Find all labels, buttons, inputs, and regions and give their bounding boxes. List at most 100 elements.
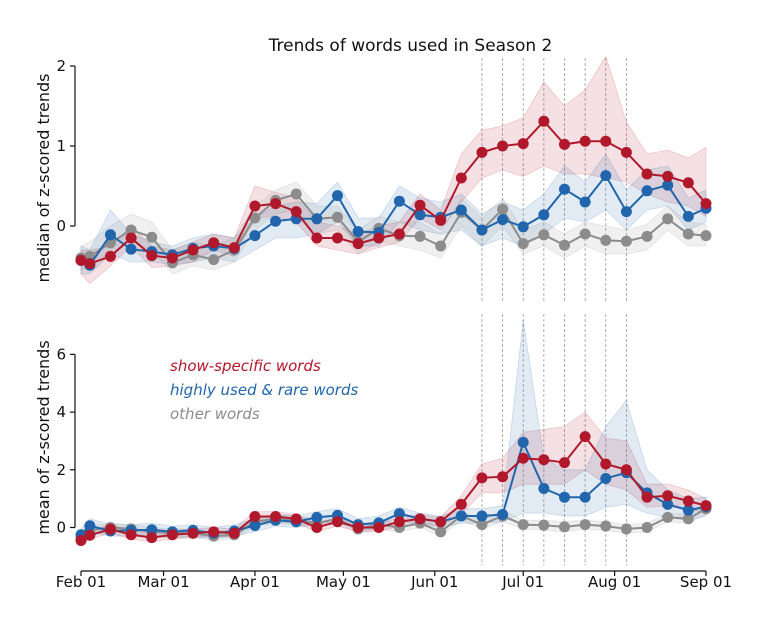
other-data-point xyxy=(538,519,550,531)
show-data-point xyxy=(104,250,116,262)
show-data-point xyxy=(700,198,712,210)
show-data-point xyxy=(476,472,488,484)
high-data-point xyxy=(517,221,529,233)
show-data-point xyxy=(600,135,612,147)
show-data-point xyxy=(620,464,632,476)
high-data-point xyxy=(84,520,96,532)
other-data-point xyxy=(517,519,529,531)
show-data-point xyxy=(682,177,694,189)
show-data-point xyxy=(249,511,261,523)
other-data-point xyxy=(435,240,447,252)
high-data-point xyxy=(497,214,509,226)
show-data-point xyxy=(166,252,178,264)
show-data-point xyxy=(517,138,529,150)
show-data-point xyxy=(476,146,488,158)
show-data-point xyxy=(187,527,199,539)
x-tick-label: Jul 01 xyxy=(501,573,544,591)
high-data-point xyxy=(414,209,426,221)
high-data-point xyxy=(558,183,570,195)
show-data-point xyxy=(682,495,694,507)
other-data-point xyxy=(538,229,550,241)
other-data-point xyxy=(125,224,137,236)
show-data-point xyxy=(84,258,96,270)
high-data-point xyxy=(455,510,467,522)
show-data-point xyxy=(125,232,137,244)
other-data-point xyxy=(600,234,612,246)
other-data-point xyxy=(146,231,158,243)
other-data-point xyxy=(579,519,591,531)
show-data-point xyxy=(455,172,467,184)
high-data-point xyxy=(682,210,694,222)
high-data-point xyxy=(249,519,261,531)
show-data-point xyxy=(373,521,385,533)
high-data-point xyxy=(620,206,632,218)
y-tick-label: 0 xyxy=(56,518,66,536)
x-tick-label: Jun 01 xyxy=(410,573,458,591)
high-data-point xyxy=(579,196,591,208)
show-data-point xyxy=(641,491,653,503)
show-data-point xyxy=(538,454,550,466)
show-data-point xyxy=(166,529,178,541)
show-data-point xyxy=(125,529,137,541)
high-band xyxy=(80,319,707,542)
other-data-point xyxy=(208,254,220,266)
show-data-point xyxy=(620,146,632,158)
other-data-point xyxy=(476,519,488,531)
y-axis-label: mean of z-scored trends xyxy=(34,340,53,534)
high-data-point xyxy=(146,524,158,536)
other-data-point xyxy=(620,235,632,247)
high-data-point xyxy=(270,215,282,227)
other-data-point xyxy=(700,230,712,242)
show-data-point xyxy=(373,232,385,244)
y-tick-label: 0 xyxy=(56,217,66,235)
show-data-point xyxy=(662,490,674,502)
high-data-point xyxy=(311,213,323,225)
y-tick-label: 2 xyxy=(56,57,66,75)
high-data-point xyxy=(104,229,116,241)
other-data-point xyxy=(662,213,674,225)
show-data-point xyxy=(187,244,199,256)
x-tick-label: Apr 01 xyxy=(230,573,280,591)
high-data-point xyxy=(558,491,570,503)
high-data-point xyxy=(497,509,509,521)
other-data-point xyxy=(249,212,261,224)
other-data-point xyxy=(682,228,694,240)
high-data-point xyxy=(311,511,323,523)
show-data-point xyxy=(435,214,447,226)
legend-entry-other: other words xyxy=(170,405,260,423)
legend-entry-high: highly used & rare words xyxy=(170,381,358,399)
other-data-point xyxy=(558,239,570,251)
show-data-point xyxy=(579,431,591,443)
show-data-point xyxy=(228,242,240,254)
show-data-point xyxy=(517,452,529,464)
show-data-point xyxy=(208,526,220,538)
high-data-point xyxy=(476,224,488,236)
high-data-point xyxy=(352,226,364,238)
show-data-point xyxy=(208,237,220,249)
show-data-point xyxy=(249,200,261,212)
show-data-point xyxy=(311,521,323,533)
x-tick-label: Sep 01 xyxy=(680,573,732,591)
other-data-point xyxy=(331,211,343,223)
show-data-point xyxy=(352,238,364,250)
show-data-point xyxy=(290,206,302,218)
show-data-point xyxy=(84,529,96,541)
show-data-point xyxy=(270,198,282,210)
y-tick-label: 1 xyxy=(56,137,66,155)
other-data-point xyxy=(435,526,447,538)
x-tick-label: Aug 01 xyxy=(588,573,641,591)
other-data-point xyxy=(558,521,570,533)
show-data-point xyxy=(455,498,467,510)
show-data-point xyxy=(270,511,282,523)
other-data-point xyxy=(290,188,302,200)
x-tick-label: May 01 xyxy=(316,573,371,591)
show-data-point xyxy=(146,250,158,262)
high-data-point xyxy=(249,230,261,242)
show-data-point xyxy=(435,516,447,528)
show-data-point xyxy=(414,513,426,525)
show-data-point xyxy=(393,516,405,528)
show-data-point xyxy=(104,523,116,535)
high-data-point xyxy=(662,179,674,191)
other-data-point xyxy=(497,203,509,215)
